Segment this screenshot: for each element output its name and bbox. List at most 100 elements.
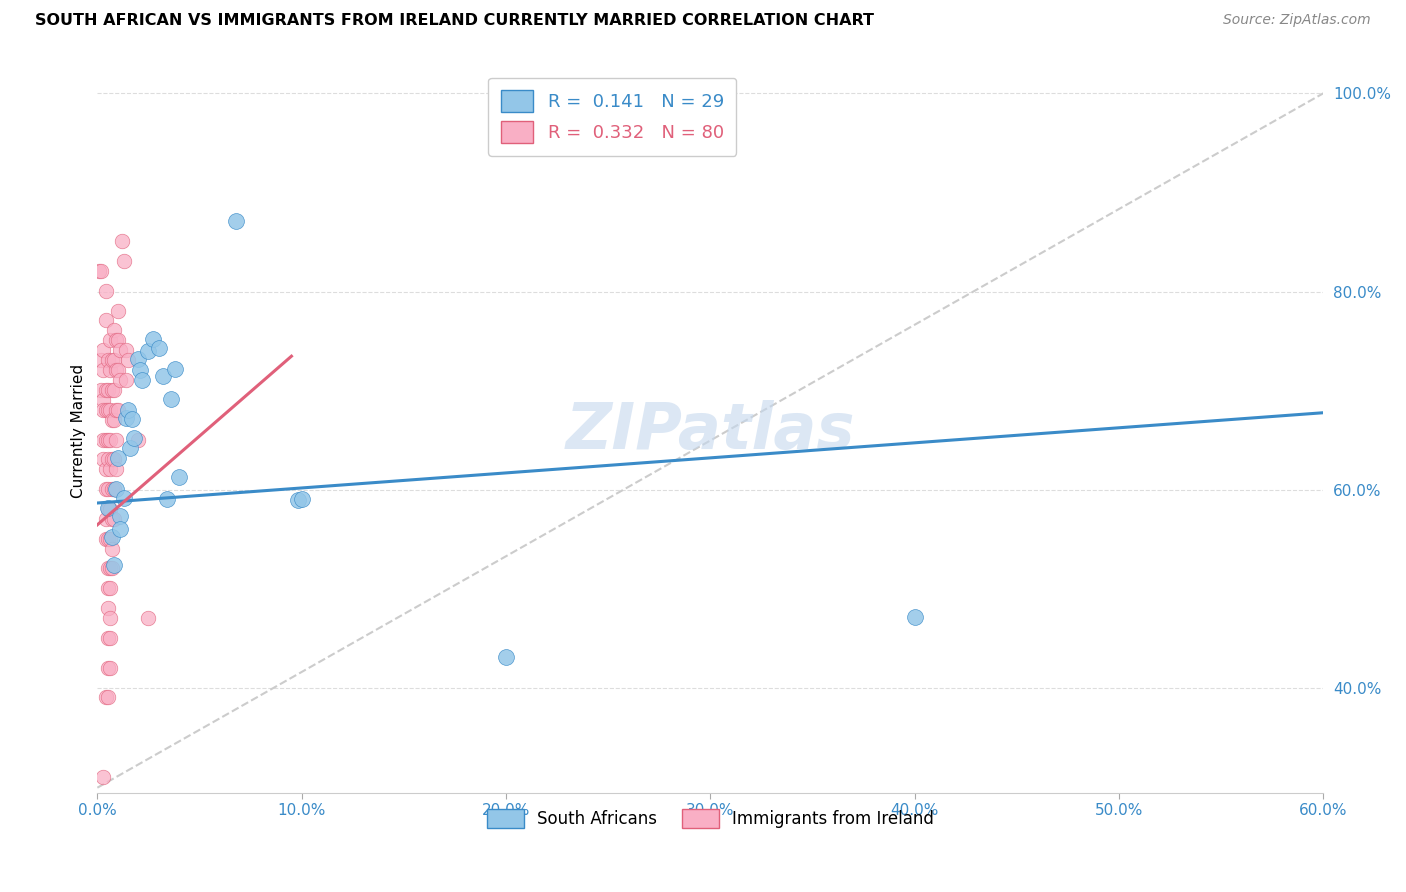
Point: [97, 582, 120, 596]
Point: [97, 482, 120, 496]
Point: [107, 363, 129, 377]
Point: [103, 452, 125, 467]
Point: [98, 582, 121, 596]
Point: [93, 433, 115, 447]
Point: [104, 363, 127, 377]
Point: [103, 383, 125, 397]
Point: [115, 343, 138, 358]
Point: [97, 353, 120, 368]
Point: [104, 402, 127, 417]
Point: [108, 343, 131, 358]
Point: [93, 402, 115, 417]
Point: [97, 601, 120, 615]
Point: [117, 353, 139, 368]
Point: [107, 451, 129, 466]
Point: [129, 363, 152, 377]
Point: [98, 661, 121, 675]
Point: [97, 433, 120, 447]
Point: [98, 631, 121, 645]
Point: [103, 512, 125, 526]
Point: [115, 373, 138, 387]
Point: [111, 234, 134, 248]
Point: [100, 482, 122, 496]
Point: [107, 334, 129, 348]
Point: [103, 323, 125, 337]
Point: [100, 383, 122, 397]
Point: [94, 482, 117, 496]
Point: [141, 332, 163, 346]
Point: [98, 561, 121, 575]
Text: SOUTH AFRICAN VS IMMIGRANTS FROM IRELAND CURRENTLY MARRIED CORRELATION CHART: SOUTH AFRICAN VS IMMIGRANTS FROM IRELAND…: [35, 13, 875, 29]
Point: [112, 254, 135, 268]
Point: [90, 353, 112, 368]
Point: [103, 353, 125, 368]
Point: [115, 410, 138, 425]
Point: [97, 500, 120, 515]
Point: [138, 611, 160, 625]
Point: [122, 431, 145, 445]
Point: [127, 433, 149, 447]
Point: [163, 362, 186, 376]
Point: [93, 392, 115, 407]
Point: [97, 502, 120, 516]
Point: [94, 462, 117, 476]
Point: [97, 661, 120, 675]
Point: [94, 284, 117, 298]
Y-axis label: Currently Married: Currently Married: [72, 364, 86, 498]
Point: [131, 373, 153, 387]
Point: [103, 412, 125, 426]
Point: [127, 352, 149, 367]
Point: [97, 452, 120, 467]
Point: [117, 402, 139, 417]
Point: [93, 343, 115, 358]
Point: [90, 383, 112, 397]
Point: [94, 433, 117, 447]
Point: [93, 363, 115, 377]
Point: [98, 402, 121, 417]
Point: [94, 313, 117, 327]
Point: [160, 392, 183, 406]
Point: [100, 530, 122, 544]
Point: [167, 470, 190, 484]
Point: [138, 344, 160, 359]
Point: [100, 452, 122, 467]
Text: ZIPatlas: ZIPatlas: [565, 400, 855, 461]
Point: [121, 411, 143, 425]
Point: [94, 383, 117, 397]
Point: [104, 462, 127, 476]
Point: [100, 561, 122, 575]
Point: [152, 369, 174, 384]
Point: [97, 561, 120, 575]
Point: [100, 541, 122, 556]
Point: [291, 491, 314, 506]
Point: [107, 303, 129, 318]
Point: [93, 452, 115, 467]
Point: [108, 373, 131, 387]
Point: [904, 610, 927, 624]
Point: [112, 491, 135, 505]
Point: [156, 491, 179, 506]
Point: [98, 532, 121, 546]
Point: [100, 512, 122, 526]
Point: [104, 433, 127, 447]
Text: Source: ZipAtlas.com: Source: ZipAtlas.com: [1223, 13, 1371, 28]
Point: [97, 690, 120, 705]
Point: [118, 442, 141, 456]
Point: [97, 383, 120, 397]
Point: [98, 334, 121, 348]
Point: [495, 649, 517, 664]
Point: [97, 532, 120, 546]
Point: [94, 512, 117, 526]
Point: [97, 402, 120, 417]
Point: [100, 412, 122, 426]
Point: [89, 264, 111, 278]
Point: [287, 493, 309, 508]
Point: [98, 611, 121, 625]
Point: [97, 631, 120, 645]
Point: [98, 462, 121, 476]
Point: [90, 264, 112, 278]
Point: [225, 214, 247, 228]
Point: [103, 558, 125, 573]
Point: [103, 482, 125, 496]
Point: [104, 482, 127, 496]
